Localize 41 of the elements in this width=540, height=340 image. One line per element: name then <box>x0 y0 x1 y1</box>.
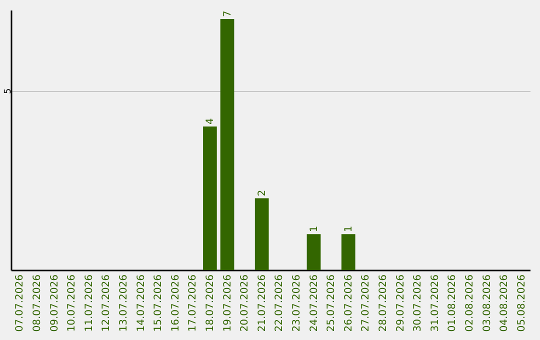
x-tick-label: 31.07.2026 <box>430 274 441 332</box>
x-tick-label: 03.08.2026 <box>482 274 493 332</box>
x-tick-label: 17.07.2026 <box>188 274 199 332</box>
x-tick-label: 13.07.2026 <box>118 274 130 332</box>
bar <box>203 126 217 270</box>
data-label: 1 <box>343 226 354 232</box>
y-tick-label: 5 <box>4 88 14 94</box>
data-label: 2 <box>256 190 268 196</box>
x-tick-label: 01.08.2026 <box>447 274 458 332</box>
bar <box>341 234 356 270</box>
x-tick-label: 11.07.2026 <box>84 274 95 332</box>
x-tick-label: 23.07.2026 <box>291 274 302 332</box>
x-tick-label: 29.07.2026 <box>395 274 406 332</box>
bar <box>220 18 234 270</box>
x-tick-label: 25.07.2026 <box>326 274 338 332</box>
data-label: 7 <box>222 10 234 17</box>
x-tick-label: 19.07.2026 <box>222 274 234 332</box>
x-tick-label: 21.07.2026 <box>256 274 268 332</box>
x-tick-label: 15.07.2026 <box>153 274 164 332</box>
data-label: 1 <box>308 226 320 232</box>
x-tick-label: 30.07.2026 <box>412 274 424 332</box>
x-tick-label: 18.07.2026 <box>204 274 216 332</box>
bar <box>254 198 269 270</box>
x-tick-label: 08.07.2026 <box>32 274 43 332</box>
x-tick-label: 12.07.2026 <box>101 274 112 332</box>
x-tick-label: 22.07.2026 <box>274 274 286 332</box>
x-tick-label: 10.07.2026 <box>66 274 78 332</box>
x-tick-label: 05.08.2026 <box>516 274 528 332</box>
x-tick-label: 24.07.2026 <box>308 274 320 332</box>
x-tick-label: 16.07.2026 <box>170 274 182 332</box>
x-tick-label: 04.08.2026 <box>499 274 510 332</box>
data-label: 4 <box>204 118 216 125</box>
x-tick-label: 14.07.2026 <box>136 274 147 332</box>
x-tick-label: 07.07.2026 <box>14 274 26 332</box>
bar <box>306 234 321 270</box>
x-tick-label: 26.07.2026 <box>343 274 354 332</box>
x-tick-label: 02.08.2026 <box>464 274 476 332</box>
x-tick-label: 28.07.2026 <box>378 274 389 332</box>
x-tick-label: 20.07.2026 <box>240 274 251 332</box>
x-tick-label: 27.07.2026 <box>360 274 372 332</box>
x-tick-label: 09.07.2026 <box>49 274 60 332</box>
